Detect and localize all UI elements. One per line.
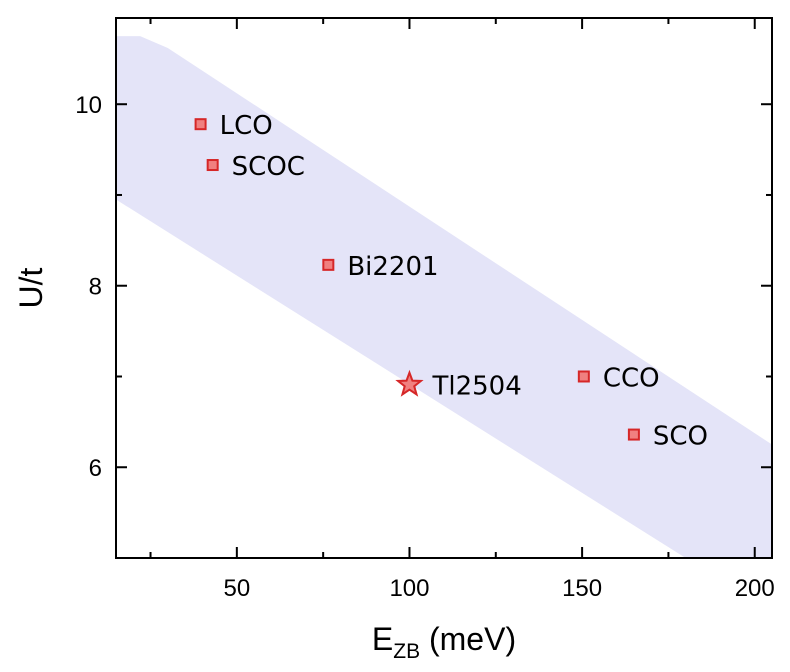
label-bi2201: Bi2201: [347, 252, 438, 282]
y-tick-label: 6: [89, 455, 102, 482]
x-tick-label: 100: [389, 575, 429, 602]
plot-frame: [115, 17, 773, 559]
x-axis-label: EZB (meV): [372, 621, 516, 663]
point-sco: [627, 428, 640, 441]
y-tick-label: 8: [89, 274, 102, 301]
x-tick-label: 150: [562, 575, 602, 602]
confidence-band: [116, 36, 772, 558]
point-bi2201: [322, 258, 335, 271]
point-cco: [577, 370, 590, 383]
label-scoc: SCOC: [232, 152, 305, 182]
label-sco: SCO: [653, 422, 708, 452]
point-labels: LCO SCOC Bi2201 Tl2504 CCO SCO: [220, 111, 708, 451]
data-points: [194, 118, 640, 441]
label-cco: CCO: [603, 363, 660, 393]
point-lco: [194, 118, 207, 131]
tick-labels: 50 100 150 200 6 8 10: [75, 92, 774, 602]
point-tl2504-star: [395, 369, 424, 397]
label-lco: LCO: [220, 111, 273, 141]
y-axis-label: U/t: [13, 267, 49, 308]
x-tick-label: 50: [223, 575, 250, 602]
label-tl2504: Tl2504: [431, 372, 521, 402]
axis-ticks: [116, 18, 772, 559]
y-tick-label: 10: [75, 92, 102, 119]
x-tick-label: 200: [735, 575, 775, 602]
point-scoc: [206, 159, 219, 172]
